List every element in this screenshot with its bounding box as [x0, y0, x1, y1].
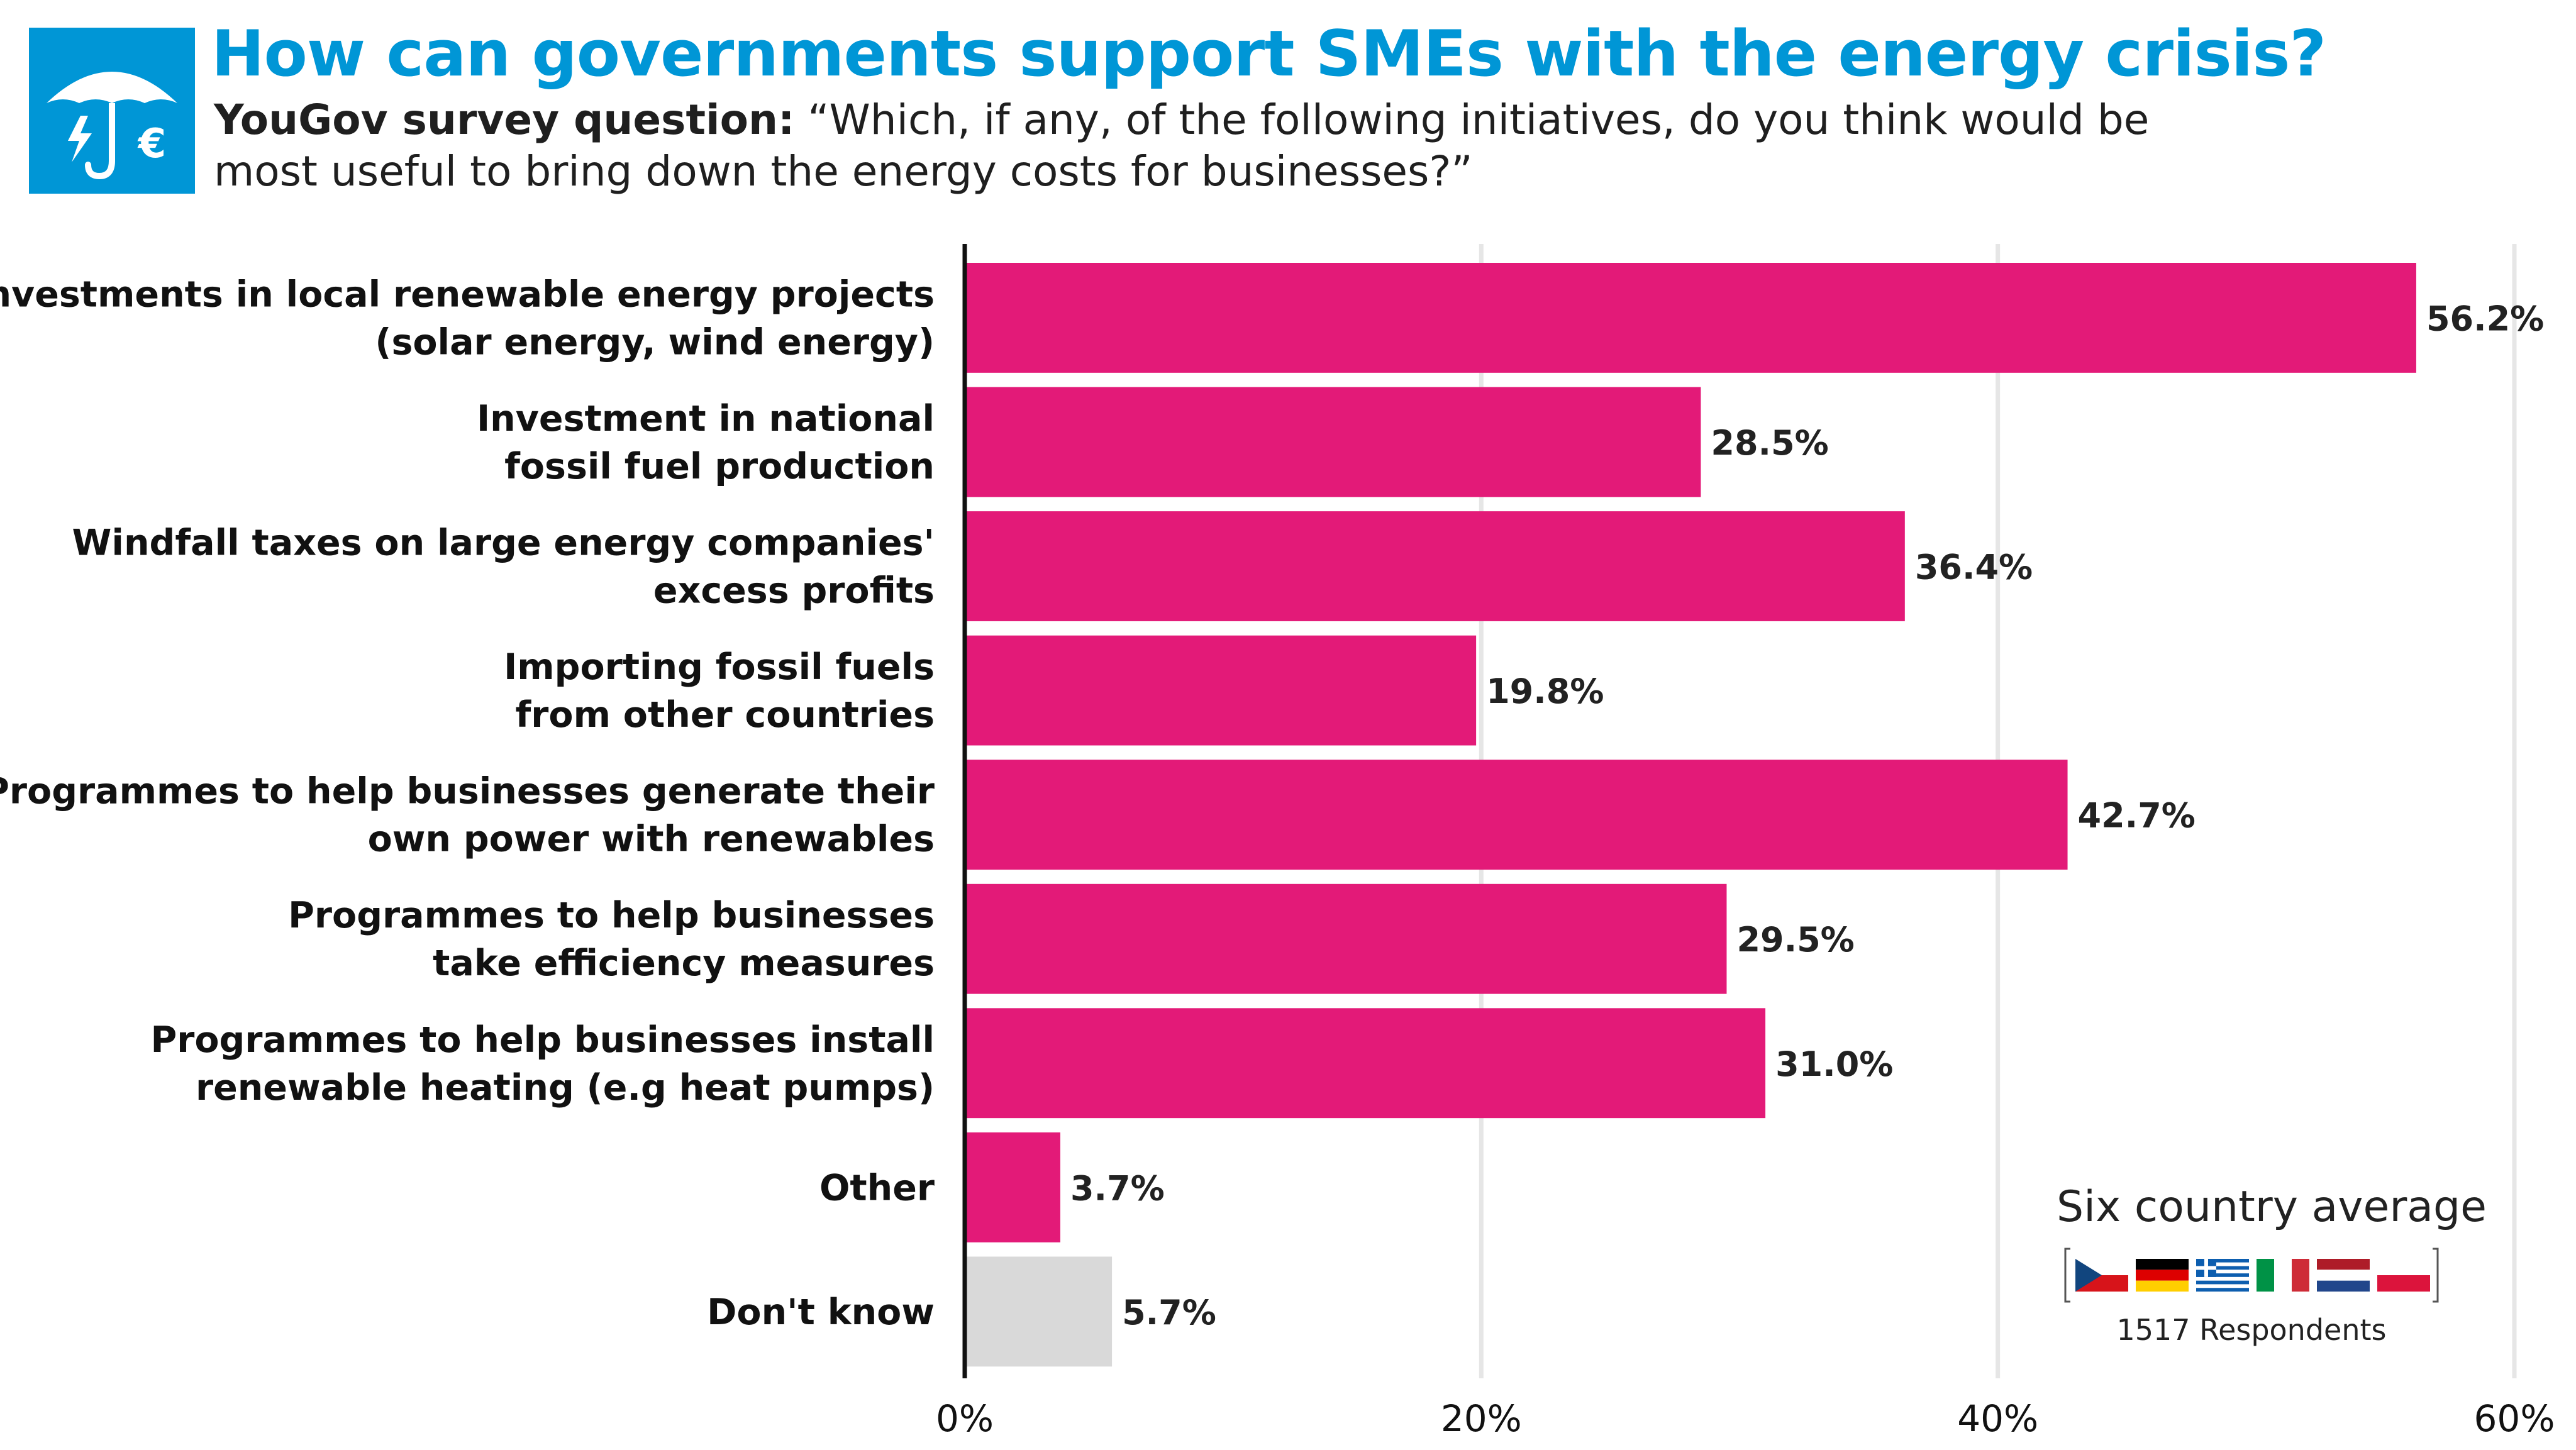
- bar: [965, 387, 1701, 497]
- flag-poland-icon: [2377, 1259, 2430, 1292]
- category-label-line: excess profits: [653, 570, 935, 612]
- value-label: 31.0%: [1775, 1044, 1893, 1084]
- legend: Six country average 1517 Respondents: [2057, 1182, 2487, 1364]
- value-label: 42.7%: [2078, 796, 2196, 836]
- category-label-line: Investment in national: [477, 398, 935, 440]
- category-label: Programmes to help businesses take effici…: [288, 895, 935, 984]
- bar: [965, 760, 2068, 870]
- flag-czech-icon: [2075, 1259, 2128, 1292]
- category-label-line: Windfall taxes on large energy companies…: [72, 523, 935, 564]
- category-label-line: Programmes to help businesses generate t…: [0, 771, 935, 812]
- value-label: 29.5%: [1736, 920, 1854, 960]
- value-label: 19.8%: [1486, 672, 1604, 711]
- flag-germany-icon: [2136, 1259, 2189, 1292]
- category-label: Programmes to help businesses install ren…: [150, 1019, 935, 1109]
- flags-row: [2064, 1248, 2439, 1303]
- x-tick-label: 0%: [936, 1397, 994, 1440]
- category-label-line: (solar energy, wind energy): [375, 321, 935, 363]
- bar: [965, 511, 1905, 621]
- subtitle-question: “Which, if any, of the following initiat…: [214, 96, 2150, 196]
- legend-title: Six country average: [2057, 1182, 2487, 1232]
- bar: [965, 1256, 1113, 1367]
- category-label-line: Investments in local renewable energy pr…: [0, 274, 935, 315]
- chart-subtitle: YouGov survey question: “Which, if any, …: [214, 94, 2163, 197]
- flag-italy-icon: [2257, 1259, 2309, 1292]
- category-label-line: Importing fossil fuels: [504, 646, 935, 688]
- value-label: 3.7%: [1070, 1168, 1165, 1208]
- bracket-right: [2433, 1248, 2439, 1303]
- category-label: Don't know: [707, 1292, 935, 1333]
- chart-title: How can governments support SMEs with th…: [211, 16, 2326, 91]
- bar: [965, 883, 1727, 994]
- subtitle-lead: YouGov survey question:: [214, 96, 795, 144]
- category-label-line: Other: [819, 1167, 935, 1209]
- category-label-line: from other countries: [516, 694, 935, 736]
- bar: [965, 635, 1477, 746]
- category-label-line: take efficiency measures: [433, 943, 935, 984]
- x-tick-label: 20%: [1441, 1397, 1522, 1440]
- respondents-count: 1517 Respondents: [2116, 1313, 2387, 1347]
- bar: [965, 1132, 1060, 1242]
- category-label-line: Don't know: [707, 1292, 935, 1333]
- value-label: 56.2%: [2426, 299, 2544, 338]
- category-label-line: fossil fuel production: [504, 446, 935, 487]
- bar: [965, 263, 2416, 373]
- x-tick-label: 40%: [1957, 1397, 2038, 1440]
- category-label-line: own power with renewables: [368, 819, 935, 860]
- value-label: 36.4%: [1915, 548, 2033, 587]
- x-tick-label: 60%: [2474, 1397, 2555, 1440]
- category-label-line: Programmes to help businesses: [288, 895, 935, 936]
- umbrella-euro-icon: €: [29, 28, 195, 194]
- bar: [965, 1008, 1766, 1119]
- category-label: Other: [819, 1167, 935, 1209]
- category-label-line: Programmes to help businesses install: [150, 1019, 935, 1061]
- category-label: Programmes to help businesses generate t…: [0, 771, 935, 860]
- category-label: Importing fossil fuels from other countri…: [504, 646, 935, 736]
- value-label: 5.7%: [1122, 1293, 1216, 1332]
- category-label: Investment in national fossil fuel produc…: [477, 398, 935, 487]
- svg-text:€: €: [137, 121, 167, 167]
- flag-netherlands-icon: [2317, 1259, 2370, 1292]
- category-label: Investments in local renewable energy pr…: [0, 274, 935, 363]
- category-label: Windfall taxes on large energy companies…: [72, 523, 935, 612]
- value-label: 28.5%: [1711, 423, 1828, 463]
- flag-greece-icon: [2196, 1259, 2249, 1292]
- bracket-left: [2064, 1248, 2070, 1303]
- category-label-line: renewable heating (e.g heat pumps): [196, 1067, 935, 1109]
